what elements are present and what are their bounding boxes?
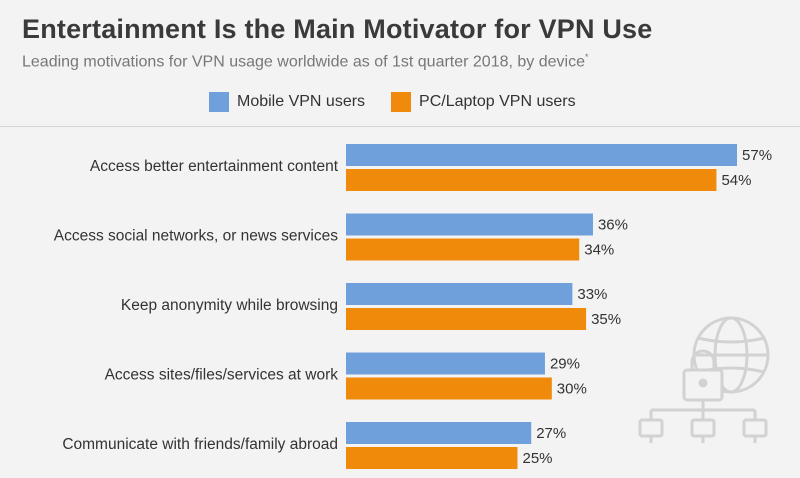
bar-mobile (346, 283, 573, 305)
chart-legend: Mobile VPN users PC/Laptop VPN users (209, 92, 602, 112)
bar-mobile (346, 352, 545, 375)
value-label-pc: 30% (557, 380, 587, 397)
globe-lock-network-icon (638, 316, 770, 443)
category-label: Access better entertainment content (90, 158, 339, 175)
legend-item-mobile: Mobile VPN users (209, 92, 365, 112)
chart-title: Entertainment Is the Main Motivator for … (22, 14, 653, 44)
value-label-mobile: 29% (550, 355, 580, 372)
value-label-pc: 25% (523, 450, 553, 467)
chart-subtitle: Leading motivations for VPN usage worldw… (22, 52, 589, 71)
subtitle-text: Leading motivations for VPN usage worldw… (22, 53, 585, 71)
value-label-mobile: 57% (742, 147, 772, 164)
bar-pc (346, 308, 587, 330)
header-divider (0, 126, 800, 127)
legend-swatch-mobile (209, 92, 229, 112)
category-label: Access sites/files/services at work (105, 367, 339, 384)
value-label-pc: 34% (584, 241, 614, 258)
category-label: Access social networks, or news services (54, 228, 339, 245)
bar-mobile (346, 144, 738, 166)
value-label-pc: 54% (721, 172, 751, 189)
bar-pc (346, 377, 552, 400)
value-label-pc: 35% (591, 311, 621, 328)
category-label: Keep anonymity while browsing (121, 297, 338, 314)
bar-pc (346, 447, 518, 469)
bar-mobile (346, 213, 593, 236)
value-label-mobile: 27% (536, 425, 566, 442)
legend-label-mobile: Mobile VPN users (237, 93, 366, 110)
value-label-mobile: 33% (577, 286, 607, 303)
legend-item-pc: PC/Laptop VPN users (391, 92, 576, 112)
subtitle-footnote-mark: * (584, 52, 589, 62)
bar-pc (346, 169, 717, 191)
bars-group: Access better entertainment content 57% 54… (54, 144, 772, 469)
bar-mobile (346, 422, 532, 444)
legend-swatch-pc (391, 92, 412, 112)
bar-pc (346, 238, 580, 261)
value-label-mobile: 36% (598, 216, 628, 233)
legend-label-pc: PC/Laptop VPN users (419, 93, 576, 110)
category-label: Communicate with friends/family abroad (62, 436, 338, 453)
